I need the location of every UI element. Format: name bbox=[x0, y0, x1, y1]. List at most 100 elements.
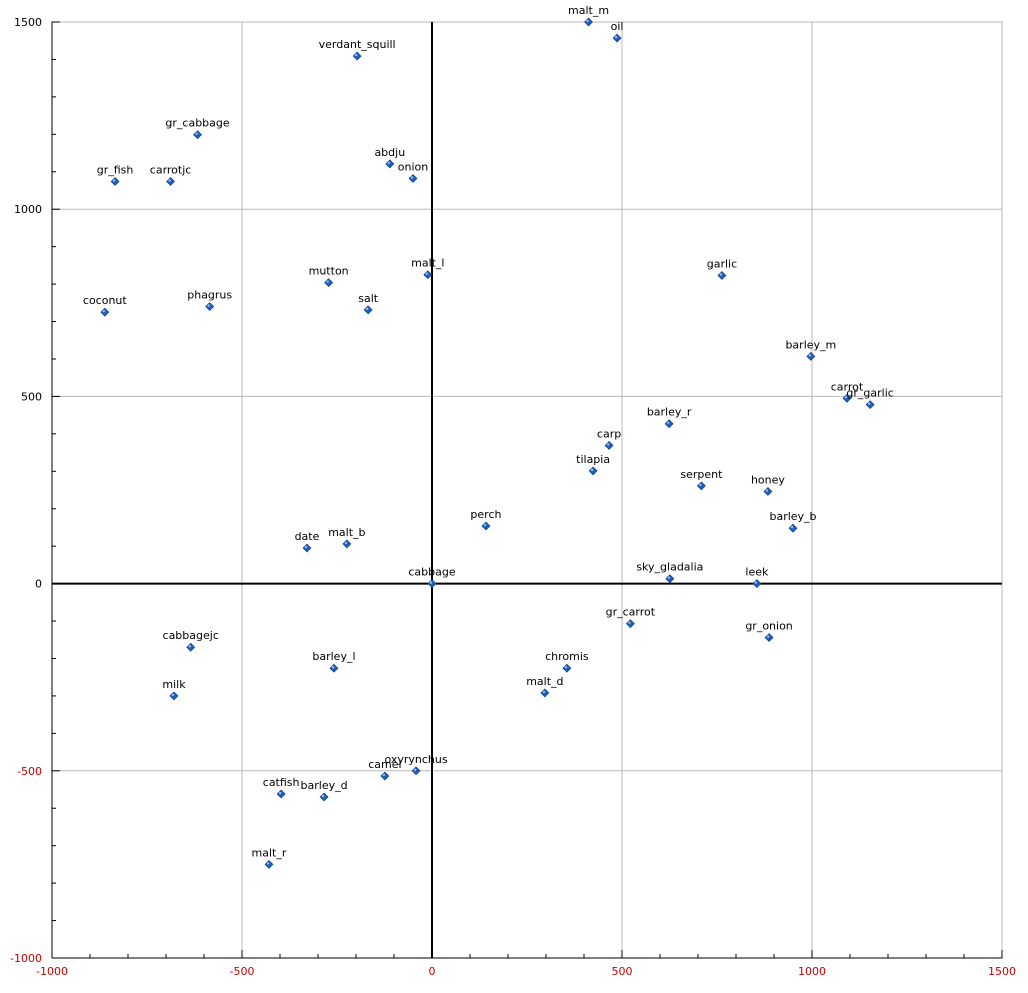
x-tick-label: -1000 bbox=[36, 965, 68, 978]
data-point: malt_l bbox=[411, 257, 445, 280]
point-marker bbox=[427, 579, 437, 589]
point-label: carrot bbox=[831, 380, 864, 393]
x-tick-label: -500 bbox=[230, 965, 255, 978]
plot-frame bbox=[51, 21, 1003, 959]
y-tick-label: -1000 bbox=[10, 952, 42, 965]
point-marker bbox=[612, 33, 622, 43]
point-label: cabbagejc bbox=[163, 629, 219, 642]
data-point: barley_r bbox=[647, 406, 692, 429]
point-highlight bbox=[195, 132, 198, 135]
point-highlight bbox=[719, 273, 723, 276]
data-point: barley_m bbox=[785, 338, 836, 361]
point-marker bbox=[352, 51, 362, 61]
x-tick-label: 0 bbox=[429, 965, 436, 978]
point-highlight bbox=[765, 489, 769, 492]
point-label: camel bbox=[368, 758, 401, 771]
point-highlight bbox=[326, 280, 329, 283]
point-highlight bbox=[188, 645, 191, 648]
point-highlight bbox=[483, 523, 487, 527]
x-tick-label: 500 bbox=[612, 965, 633, 978]
data-point: onion bbox=[398, 160, 428, 183]
point-highlight bbox=[102, 309, 106, 313]
data-point: serpent bbox=[680, 468, 723, 491]
point-label: barley_d bbox=[301, 779, 348, 792]
data-point: malt_m bbox=[568, 4, 609, 27]
point-label: carrotjc bbox=[150, 163, 192, 176]
point-highlight bbox=[754, 581, 758, 584]
point-marker bbox=[302, 543, 312, 553]
point-highlight bbox=[628, 621, 631, 624]
data-point: coconut bbox=[83, 294, 127, 317]
point-marker bbox=[788, 523, 798, 533]
point-highlight bbox=[429, 581, 433, 584]
point-marker bbox=[342, 539, 352, 549]
data-point: verdant_squill bbox=[319, 38, 396, 61]
point-label: malt_b bbox=[328, 526, 365, 539]
data-point: chromis bbox=[545, 650, 589, 673]
y-tick-label: 500 bbox=[21, 390, 42, 403]
point-highlight bbox=[387, 161, 391, 165]
point-highlight bbox=[344, 541, 348, 545]
point-label: date bbox=[295, 530, 320, 543]
point-label: cabbage bbox=[408, 566, 455, 579]
point-highlight bbox=[590, 468, 594, 472]
tick-labels: -1000 -500 0 500 1000 1500 -1000 -500 0 500 1000 15… bbox=[10, 16, 1016, 978]
point-label: barley_l bbox=[312, 650, 355, 663]
point-marker bbox=[324, 278, 334, 288]
point-label: gr_fish bbox=[97, 163, 134, 176]
point-label: barley_m bbox=[785, 338, 836, 351]
data-point: tilapia bbox=[576, 453, 610, 476]
point-highlight bbox=[278, 791, 282, 795]
point-highlight bbox=[207, 304, 210, 307]
point-marker bbox=[588, 466, 598, 476]
data-point: catfish bbox=[263, 776, 300, 799]
point-highlight bbox=[168, 179, 171, 182]
data-point: carrot bbox=[831, 380, 864, 403]
point-marker bbox=[481, 521, 491, 531]
point-label: gr_carrot bbox=[606, 606, 656, 619]
point-marker bbox=[717, 271, 727, 280]
point-marker bbox=[865, 400, 875, 410]
point-highlight bbox=[844, 396, 848, 399]
data-point: milk bbox=[162, 678, 186, 701]
point-label: barley_r bbox=[647, 406, 692, 419]
point-label: oxyrynchus bbox=[384, 753, 447, 766]
point-highlight bbox=[410, 176, 414, 179]
point-label: gr_garlic bbox=[846, 387, 893, 400]
data-point: oil bbox=[611, 20, 624, 43]
point-marker bbox=[408, 174, 418, 183]
data-point: carrotjc bbox=[150, 163, 192, 186]
y-tick-label: 0 bbox=[35, 578, 42, 591]
point-marker bbox=[664, 419, 674, 429]
data-point: gr_onion bbox=[745, 620, 793, 642]
data-point: gr_garlic bbox=[846, 387, 894, 410]
data-point: gr_fish bbox=[97, 163, 134, 186]
data-point: salt bbox=[358, 292, 379, 315]
data-point: leek bbox=[745, 566, 769, 589]
data-point: mutton bbox=[309, 265, 349, 288]
data-point: cabbage bbox=[408, 566, 456, 589]
point-label: garlic bbox=[707, 257, 737, 270]
point-label: chromis bbox=[545, 650, 589, 663]
point-marker bbox=[319, 792, 329, 802]
point-label: catfish bbox=[263, 776, 300, 789]
point-marker bbox=[540, 688, 550, 698]
point-label: gr_onion bbox=[745, 620, 792, 633]
point-label: milk bbox=[162, 678, 186, 691]
data-point: barley_d bbox=[301, 779, 348, 802]
point-label: malt_l bbox=[411, 257, 444, 270]
point-marker bbox=[205, 302, 215, 311]
point-highlight bbox=[112, 179, 116, 182]
point-highlight bbox=[354, 53, 358, 57]
point-marker bbox=[752, 579, 762, 589]
y-tick-label: -500 bbox=[17, 765, 42, 778]
point-label: oil bbox=[611, 20, 624, 33]
point-marker bbox=[276, 789, 286, 799]
y-tick-label: 1000 bbox=[14, 203, 42, 216]
point-marker bbox=[100, 307, 110, 317]
data-point: carp bbox=[597, 427, 621, 450]
point-marker bbox=[665, 574, 675, 584]
point-highlight bbox=[266, 862, 270, 865]
